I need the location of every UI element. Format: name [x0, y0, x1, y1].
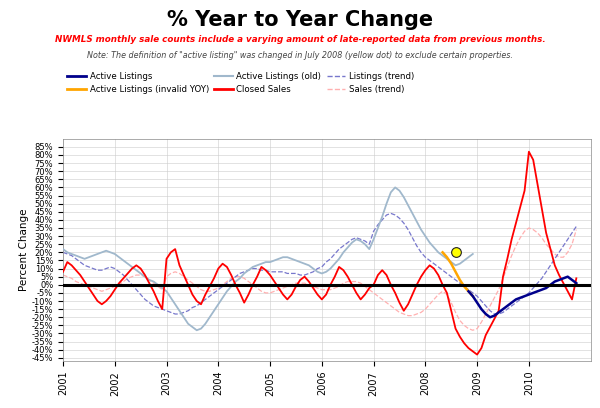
Y-axis label: Percent Change: Percent Change: [19, 208, 29, 291]
Text: % Year to Year Change: % Year to Year Change: [167, 10, 433, 30]
Text: Note: The definition of "active listing" was changed in July 2008 (yellow dot) t: Note: The definition of "active listing"…: [87, 51, 513, 60]
Text: NWMLS monthly sale counts include a varying amount of late-reported data from pr: NWMLS monthly sale counts include a vary…: [55, 35, 545, 44]
Legend: Active Listings, Active Listings (invalid YOY), Active Listings (old), Closed Sa: Active Listings, Active Listings (invali…: [67, 72, 414, 94]
